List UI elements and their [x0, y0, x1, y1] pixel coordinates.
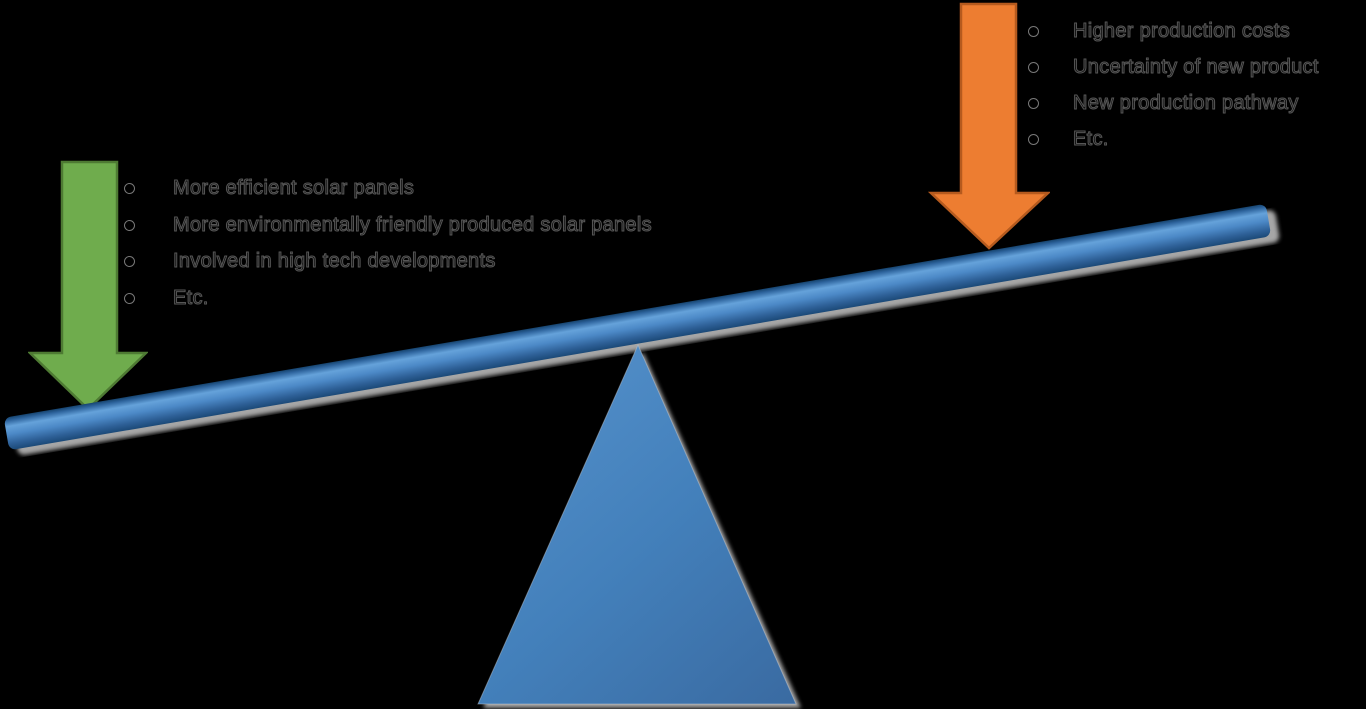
list-item: More efficient solar panels [124, 170, 652, 207]
orange-down-arrow-icon [928, 2, 1050, 250]
list-item: Etc. [124, 280, 652, 317]
bullet-icon [1028, 97, 1039, 109]
green-down-arrow-shape [28, 160, 148, 411]
cons-item-text: Uncertainty of new product [1073, 55, 1319, 78]
pros-item-text: Etc. [173, 286, 209, 309]
bullet-icon [124, 182, 135, 194]
bullet-icon [124, 256, 135, 268]
list-item: Etc. [1028, 121, 1319, 157]
list-item: Involved in high tech developments [124, 243, 652, 280]
cons-item-text: Higher production costs [1072, 19, 1291, 42]
bullet-icon [124, 292, 135, 304]
pros-item-text: More efficient solar panels [172, 176, 415, 199]
fulcrum-triangle [477, 343, 797, 705]
pros-list: More efficient solar panels More environ… [124, 170, 652, 317]
bullet-icon [1028, 133, 1039, 145]
bullet-icon [124, 219, 135, 231]
list-item: More environmentally friendly produced s… [124, 207, 652, 244]
orange-down-arrow-shape [928, 2, 1050, 250]
green-down-arrow-icon [28, 160, 148, 411]
list-item: Higher production costs [1028, 13, 1319, 49]
bullet-icon [1028, 61, 1039, 73]
cons-item-text: New production pathway [1073, 91, 1299, 114]
list-item: New production pathway [1028, 85, 1319, 121]
seesaw-beam [4, 204, 1271, 450]
bullet-icon [1028, 25, 1039, 37]
pros-item-text: Involved in high tech developments [173, 250, 496, 273]
pros-item-text: More environmentally friendly produced s… [173, 213, 653, 236]
list-item: Uncertainty of new product [1028, 49, 1319, 85]
cons-list: Higher production costs Uncertainty of n… [1028, 13, 1319, 157]
cons-item-text: Etc. [1073, 127, 1109, 150]
